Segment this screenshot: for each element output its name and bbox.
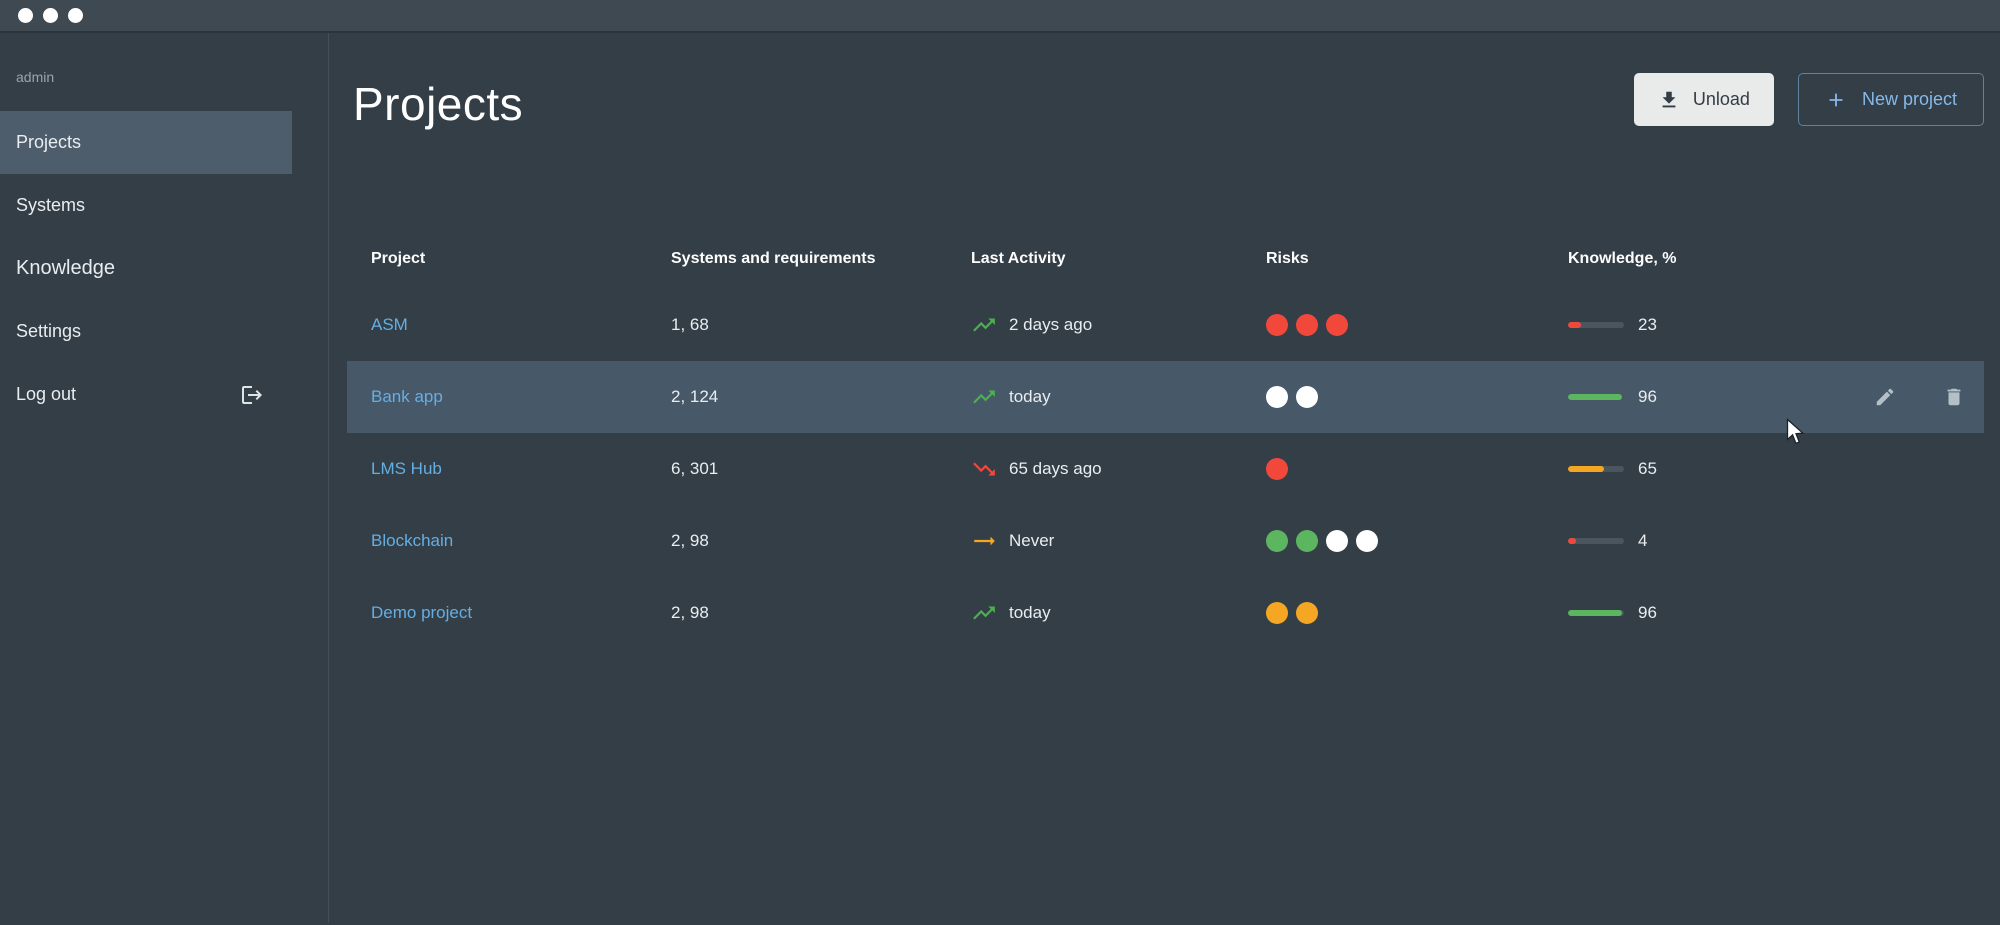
table-row[interactable]: Blockchain 2, 98 Never 4 — [347, 505, 1984, 577]
sidebar-item-label: Systems — [16, 195, 86, 215]
table-body: ASM 1, 68 2 days ago 23 Bank app 2, 124 … — [347, 289, 1984, 649]
risk-dot-green — [1296, 530, 1318, 552]
window-control-icon[interactable] — [18, 8, 33, 23]
sidebar-item-settings[interactable]: Settings — [0, 300, 292, 363]
last-activity-cell: today — [971, 384, 1266, 410]
trending-flat-icon — [974, 536, 995, 546]
knowledge-progress-bar — [1568, 538, 1624, 544]
delete-icon[interactable] — [1943, 385, 1965, 409]
trending-down-icon — [973, 462, 995, 476]
risk-indicators — [1266, 530, 1568, 552]
knowledge-cell: 4 — [1568, 531, 1874, 551]
knowledge-cell: 96 — [1568, 603, 1874, 623]
sidebar-item-projects[interactable]: Projects — [0, 111, 292, 174]
last-activity-text: Never — [1009, 531, 1055, 550]
knowledge-value: 4 — [1638, 531, 1648, 550]
knowledge-cell: 23 — [1568, 315, 1874, 335]
last-activity-cell: 65 days ago — [971, 456, 1266, 482]
risk-indicators — [1266, 386, 1568, 408]
project-link[interactable]: Demo project — [371, 603, 473, 622]
knowledge-progress-bar — [1568, 610, 1624, 616]
sidebar-item-label: Knowledge — [16, 257, 115, 279]
systems-requirements-value: 2, 98 — [671, 531, 709, 550]
project-link[interactable]: Blockchain — [371, 531, 454, 550]
trending-up-icon — [973, 390, 995, 404]
risk-dot-white — [1356, 530, 1378, 552]
risk-dot-red — [1266, 314, 1288, 336]
sidebar-item-knowledge[interactable]: Knowledge — [0, 237, 292, 300]
knowledge-progress-bar — [1568, 466, 1624, 472]
column-header-knowledge: Knowledge, % — [1568, 250, 1677, 267]
window-titlebar — [0, 0, 2000, 33]
risk-dot-red — [1296, 314, 1318, 336]
project-link[interactable]: LMS Hub — [371, 459, 442, 478]
column-header-last-activity: Last Activity — [971, 250, 1066, 267]
last-activity-cell: today — [971, 600, 1266, 626]
risk-dot-red — [1266, 458, 1288, 480]
download-icon — [1662, 91, 1676, 107]
systems-requirements-value: 6, 301 — [671, 459, 719, 478]
column-header-systems-and-requirements: Systems and requirements — [671, 250, 876, 267]
table-row[interactable]: Bank app 2, 124 today 96 — [347, 361, 1984, 433]
systems-requirements-value: 1, 68 — [671, 315, 709, 334]
last-activity-text: today — [1009, 603, 1051, 622]
edit-icon[interactable] — [1874, 385, 1896, 409]
knowledge-cell: 65 — [1568, 459, 1874, 479]
unload-button[interactable]: Unload — [1633, 73, 1774, 126]
risk-indicators — [1266, 458, 1568, 480]
projects-table: Project Systems and requirements Last Acti… — [347, 229, 1984, 649]
window-control-icon[interactable] — [43, 8, 58, 23]
column-header-risks: Risks — [1266, 250, 1309, 267]
new-project-button-label: New project — [1861, 89, 1957, 109]
unload-button-label: Unload — [1692, 89, 1750, 109]
plus-icon — [1829, 93, 1843, 106]
risk-indicators — [1266, 314, 1568, 336]
last-activity-cell: 2 days ago — [971, 312, 1266, 338]
knowledge-value: 96 — [1638, 603, 1657, 622]
column-header-project: Project — [371, 250, 426, 267]
sidebar-item-log-out[interactable]: Log out — [0, 363, 292, 426]
knowledge-progress-bar — [1568, 394, 1624, 400]
sidebar-item-label: Projects — [16, 132, 82, 152]
page-title: Projects — [353, 78, 524, 130]
trending-up-icon — [973, 318, 995, 332]
knowledge-progress-bar — [1568, 322, 1624, 328]
sidebar-nav: Projects Systems Knowledge Settings Log … — [0, 111, 328, 426]
last-activity-text: 2 days ago — [1009, 315, 1093, 334]
logout-icon — [242, 385, 262, 404]
trending-up-icon — [973, 606, 995, 620]
new-project-button[interactable]: New project — [1797, 73, 1984, 126]
risk-dot-orange — [1296, 602, 1318, 624]
row-actions — [1874, 385, 1984, 409]
table-row[interactable]: ASM 1, 68 2 days ago 23 — [347, 289, 1984, 361]
risk-dot-red — [1326, 314, 1348, 336]
table-row[interactable]: Demo project 2, 98 today 96 — [347, 577, 1984, 649]
risk-dot-green — [1266, 530, 1288, 552]
last-activity-cell: Never — [971, 528, 1266, 554]
risk-dot-white — [1326, 530, 1348, 552]
systems-requirements-value: 2, 124 — [671, 387, 719, 406]
knowledge-cell: 96 — [1568, 387, 1874, 407]
systems-requirements-value: 2, 98 — [671, 603, 709, 622]
knowledge-value: 65 — [1638, 459, 1657, 478]
sidebar-item-label: Settings — [16, 321, 82, 341]
sidebar: admin Projects Systems Knowledge Setting… — [0, 33, 329, 923]
table-header-row: Project Systems and requirements Last Acti… — [347, 229, 1984, 289]
table-row[interactable]: LMS Hub 6, 301 65 days ago 65 — [347, 433, 1984, 505]
last-activity-text: 65 days ago — [1009, 459, 1102, 478]
risk-dot-orange — [1266, 602, 1288, 624]
window-control-icon[interactable] — [68, 8, 83, 23]
sidebar-item-label: Log out — [16, 384, 77, 404]
user-label: admin — [16, 69, 55, 85]
sidebar-item-systems[interactable]: Systems — [0, 174, 292, 237]
knowledge-value: 96 — [1638, 387, 1657, 406]
risk-dot-white — [1296, 386, 1318, 408]
project-link[interactable]: Bank app — [371, 387, 443, 406]
risk-indicators — [1266, 602, 1568, 624]
main-content: Projects Unload New project Project Syste… — [329, 33, 2000, 923]
risk-dot-white — [1266, 386, 1288, 408]
last-activity-text: today — [1009, 387, 1051, 406]
knowledge-value: 23 — [1638, 315, 1657, 334]
project-link[interactable]: ASM — [371, 315, 408, 334]
